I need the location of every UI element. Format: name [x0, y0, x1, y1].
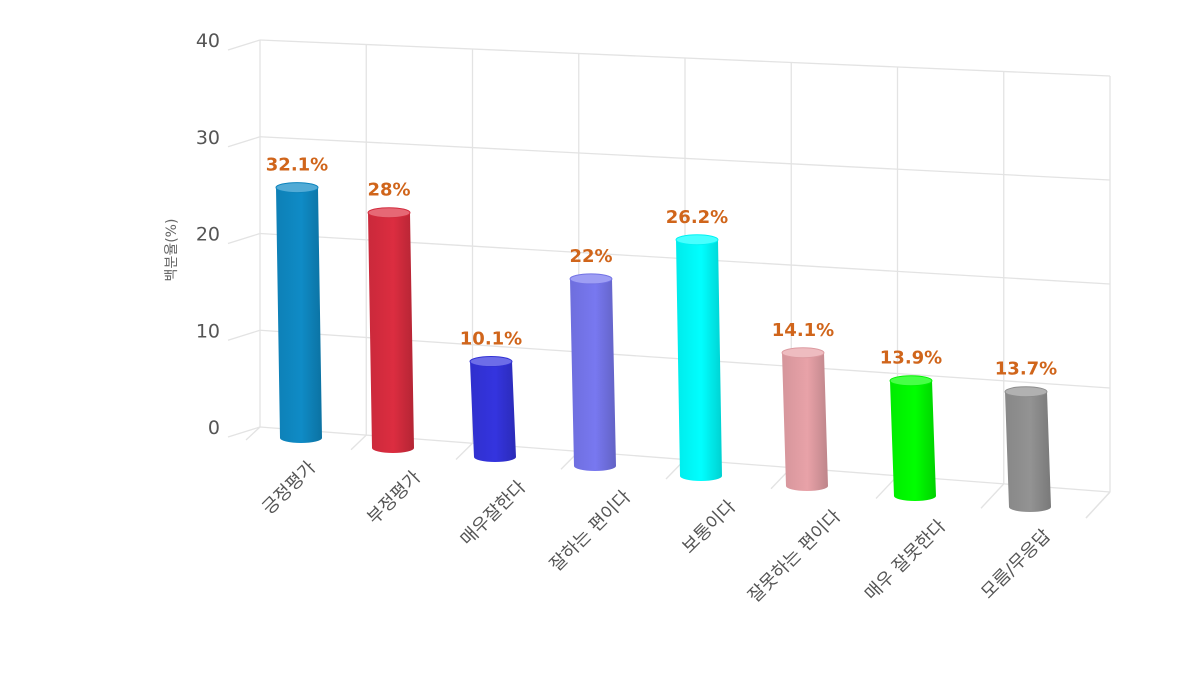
x-axis: 긍정평가 부정평가 매우잘한다 잘하는 편이다 보통이다 잘못하는 편이다 매우 잘못한다 모…: [258, 457, 1055, 607]
bar-top: [1004, 386, 1048, 398]
data-label: 28%: [367, 180, 410, 201]
bar-body: [570, 278, 616, 471]
bar-top: [781, 347, 825, 359]
bar-top: [367, 207, 411, 219]
bars: [275, 182, 1051, 512]
bar-body: [676, 239, 722, 481]
bar-top: [275, 182, 319, 194]
data-label: 13.9%: [880, 348, 942, 369]
data-labels: 32.1% 28% 10.1% 22% 26.2% 14.1% 13.9% 13.7%: [266, 155, 1057, 380]
y-tick-mark: [227, 426, 261, 438]
y-tick-mark: [227, 232, 261, 245]
bar-body: [782, 352, 828, 491]
y-tick-label: 40: [196, 30, 220, 52]
y-tick-mark: [227, 39, 261, 51]
bar: [469, 356, 516, 462]
data-label: 14.1%: [772, 320, 834, 341]
floor-edge: [1085, 491, 1111, 519]
x-tick-label: 부정평가: [363, 467, 425, 529]
gridlines: [227, 39, 1111, 519]
data-label: 26.2%: [666, 207, 728, 228]
bar: [675, 234, 722, 481]
y-tick-label: 10: [196, 320, 220, 342]
x-tick-label: 모름/무응답: [977, 525, 1055, 603]
data-label: 22%: [569, 246, 612, 267]
bar-body: [276, 187, 322, 443]
bar-top: [675, 234, 719, 246]
x-tick-label: 매우잘한다: [457, 476, 531, 550]
bar-top: [469, 356, 513, 368]
y-tick-label: 0: [208, 417, 220, 439]
bar: [889, 375, 936, 501]
data-label: 10.1%: [460, 329, 522, 350]
floor-line: [350, 434, 367, 451]
bar: [569, 273, 616, 471]
data-label: 32.1%: [266, 155, 328, 176]
data-label: 13.7%: [995, 359, 1057, 380]
x-tick-label: 잘못하는 편이다: [744, 506, 845, 607]
bar: [275, 182, 322, 443]
bar-top: [569, 273, 613, 285]
y-axis: 0 10 20 30 40: [196, 30, 220, 439]
x-tick-label: 잘하는 편이다: [546, 486, 635, 575]
bar: [367, 207, 414, 453]
bar-top: [889, 375, 933, 387]
y-axis-title: 백분율(%): [164, 219, 180, 282]
x-tick-label: 매우 잘못한다: [861, 515, 950, 604]
floor-line: [980, 483, 1005, 509]
y-tick-label: 20: [196, 224, 220, 246]
bar: [1004, 386, 1051, 512]
bar-body: [470, 361, 516, 462]
y-tick-mark: [227, 136, 261, 148]
x-tick-label: 보통이다: [678, 496, 740, 558]
floor-line: [455, 442, 473, 460]
x-tick-label: 긍정평가: [258, 457, 320, 519]
bar: [781, 347, 828, 491]
y-tick-label: 30: [196, 127, 220, 149]
y-tick-mark: [227, 329, 261, 341]
bar-body: [368, 212, 414, 453]
bar-body: [1005, 391, 1051, 512]
floor-line: [245, 426, 261, 441]
bar-body: [890, 380, 936, 501]
